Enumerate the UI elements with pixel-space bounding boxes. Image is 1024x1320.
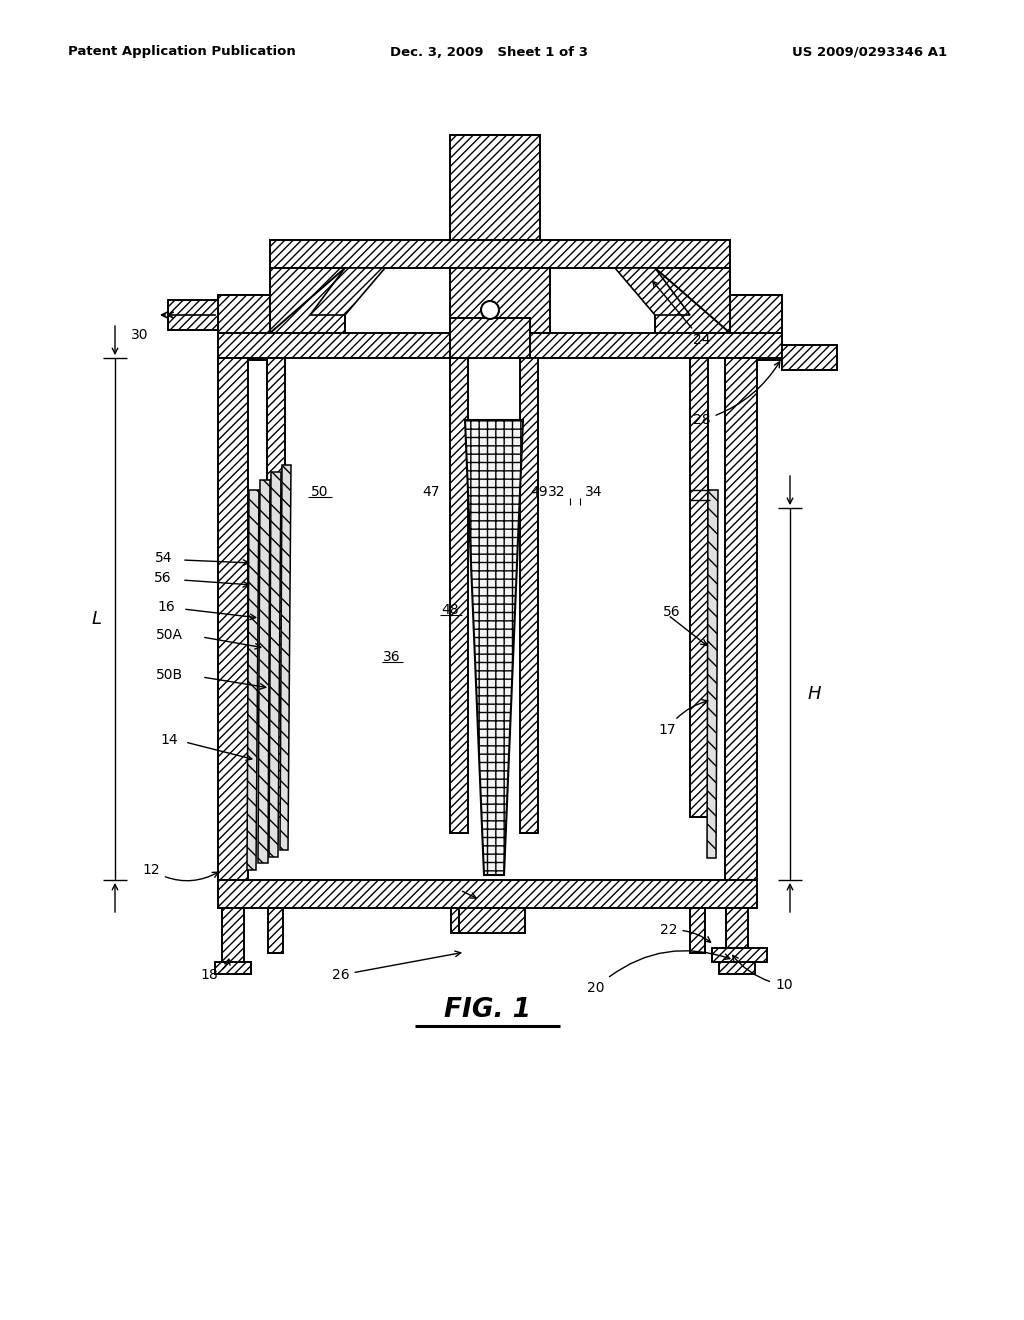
Bar xyxy=(712,948,767,962)
Bar xyxy=(451,908,467,933)
Bar xyxy=(459,908,525,933)
Polygon shape xyxy=(707,490,718,858)
Bar xyxy=(690,358,708,817)
Bar xyxy=(726,908,748,970)
Bar xyxy=(218,358,248,880)
Bar xyxy=(222,908,244,970)
Text: US 2009/0293346 A1: US 2009/0293346 A1 xyxy=(793,45,947,58)
Bar xyxy=(782,345,837,370)
Text: 49: 49 xyxy=(530,484,548,499)
Bar xyxy=(725,358,757,880)
Bar xyxy=(520,358,538,833)
Text: 47: 47 xyxy=(423,484,440,499)
Text: L: L xyxy=(92,610,102,628)
Polygon shape xyxy=(270,268,345,333)
Bar xyxy=(218,294,270,360)
Text: 26: 26 xyxy=(332,952,461,982)
Text: 24: 24 xyxy=(652,281,711,347)
Polygon shape xyxy=(310,268,385,315)
Bar xyxy=(719,962,755,974)
Text: 30: 30 xyxy=(130,327,148,342)
Text: 16: 16 xyxy=(158,601,175,614)
Text: H: H xyxy=(808,685,821,704)
Text: 28: 28 xyxy=(693,362,779,426)
Circle shape xyxy=(481,301,499,319)
Bar xyxy=(267,358,285,817)
Polygon shape xyxy=(655,268,730,333)
Bar xyxy=(215,962,251,974)
Text: 36: 36 xyxy=(383,649,400,664)
Text: 48: 48 xyxy=(441,603,459,616)
Text: 54: 54 xyxy=(155,550,172,565)
Bar xyxy=(450,135,540,240)
Text: 12: 12 xyxy=(142,863,218,880)
Text: Dec. 3, 2009   Sheet 1 of 3: Dec. 3, 2009 Sheet 1 of 3 xyxy=(390,45,588,58)
Text: 34: 34 xyxy=(585,484,602,499)
Polygon shape xyxy=(269,473,281,857)
Bar xyxy=(270,240,730,268)
Polygon shape xyxy=(615,268,690,315)
Bar xyxy=(450,268,550,333)
Bar xyxy=(450,358,468,833)
Text: Patent Application Publication: Patent Application Publication xyxy=(68,45,296,58)
Text: 20: 20 xyxy=(587,950,730,995)
Bar xyxy=(270,268,345,333)
Bar xyxy=(218,333,782,358)
Text: 50A: 50A xyxy=(156,628,183,642)
Bar xyxy=(730,294,782,360)
Text: 14: 14 xyxy=(161,733,178,747)
Bar xyxy=(168,300,218,330)
Polygon shape xyxy=(247,490,259,870)
Polygon shape xyxy=(280,465,291,850)
Text: 22: 22 xyxy=(660,923,711,942)
Bar xyxy=(218,880,757,908)
Bar xyxy=(268,908,283,953)
Polygon shape xyxy=(258,480,270,863)
Text: 50: 50 xyxy=(311,484,329,499)
Text: 32: 32 xyxy=(548,484,565,499)
Text: 50B: 50B xyxy=(156,668,183,682)
Bar xyxy=(450,318,530,358)
Text: 56: 56 xyxy=(663,605,681,619)
Polygon shape xyxy=(465,420,523,875)
Text: 10: 10 xyxy=(732,956,793,993)
Text: FIG. 1: FIG. 1 xyxy=(443,997,530,1023)
Bar xyxy=(690,908,705,953)
Text: 17: 17 xyxy=(658,700,708,737)
Bar xyxy=(655,268,730,333)
Text: 18: 18 xyxy=(200,960,230,982)
Text: 56: 56 xyxy=(155,572,172,585)
